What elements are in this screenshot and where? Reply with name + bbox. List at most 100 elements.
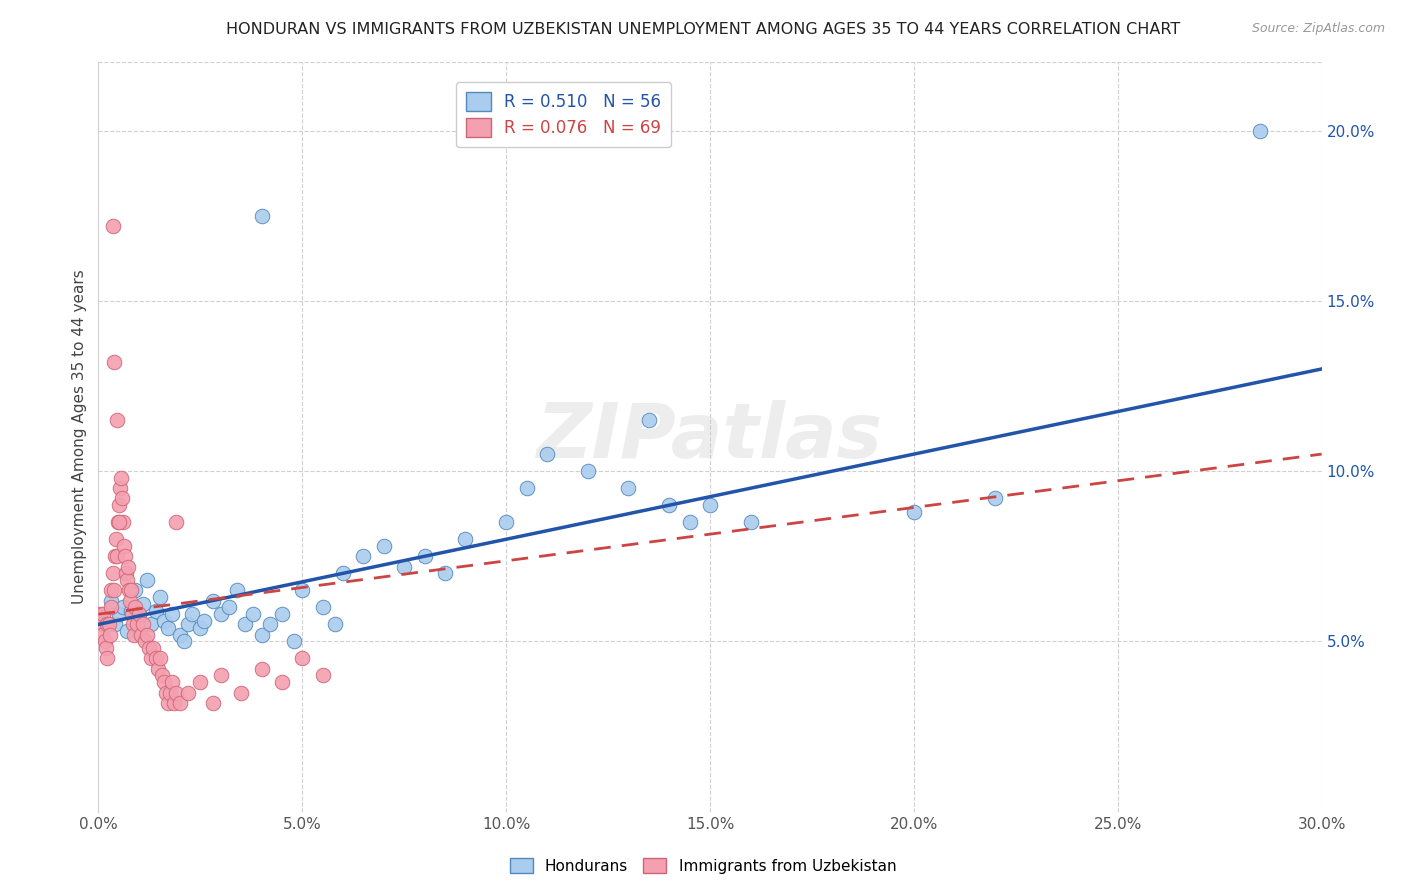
Point [226,583,249,598]
Point [101,566,124,581]
Point [97,617,120,632]
Point [163,696,186,710]
Point [699,498,721,512]
Point [156,621,179,635]
Point [115,624,138,639]
Point [103,583,125,598]
Point [495,515,517,529]
Point [152,614,174,628]
Point [120,604,142,618]
Point [89,607,111,622]
Point [145,651,167,665]
Point [177,617,200,632]
Point [173,634,195,648]
Point [146,662,169,676]
Point [209,607,232,622]
Point [101,219,124,233]
Point [128,607,150,622]
Point [201,696,224,710]
Y-axis label: Unemployment Among Ages 35 to 44 years: Unemployment Among Ages 35 to 44 years [72,269,87,605]
Point [169,627,191,641]
Point [188,621,212,635]
Point [617,481,640,495]
Point [120,593,142,607]
Point [108,607,131,622]
Point [129,627,152,641]
Point [177,685,200,699]
Point [110,471,132,485]
Point [100,583,122,598]
Point [105,413,128,427]
Point [91,627,114,641]
Point [165,685,187,699]
Point [100,593,122,607]
Point [250,627,273,641]
Point [117,559,139,574]
Point [312,668,335,682]
Point [136,573,159,587]
Point [259,617,281,632]
Point [132,597,155,611]
Point [1249,123,1271,137]
Point [93,634,115,648]
Point [98,627,121,641]
Text: ZIPatlas: ZIPatlas [537,401,883,474]
Point [141,617,163,632]
Point [332,566,354,581]
Point [150,668,173,682]
Point [127,617,149,632]
Point [373,539,395,553]
Point [111,600,134,615]
Point [352,549,374,564]
Point [108,515,131,529]
Point [270,675,294,690]
Point [124,627,146,641]
Point [112,539,135,553]
Point [132,617,155,632]
Point [433,566,456,581]
Point [155,685,177,699]
Point [103,355,125,369]
Point [169,696,191,710]
Point [104,549,127,564]
Point [138,641,160,656]
Point [111,515,134,529]
Point [136,627,159,641]
Point [121,607,143,622]
Point [149,651,172,665]
Point [96,651,118,665]
Point [576,464,599,478]
Point [679,515,702,529]
Point [516,481,538,495]
Point [291,651,314,665]
Point [536,447,558,461]
Point [142,641,165,656]
Point [188,675,212,690]
Point [128,607,150,622]
Point [107,515,129,529]
Point [454,533,477,547]
Point [209,668,232,682]
Point [392,559,416,574]
Legend: Hondurans, Immigrants from Uzbekistan: Hondurans, Immigrants from Uzbekistan [503,852,903,880]
Point [90,617,112,632]
Point [134,634,156,648]
Point [250,662,273,676]
Point [120,583,142,598]
Point [122,617,145,632]
Point [160,607,183,622]
Point [233,617,256,632]
Point [165,515,187,529]
Point [152,675,174,690]
Point [141,651,163,665]
Point [114,549,136,564]
Text: HONDURAN VS IMMIGRANTS FROM UZBEKISTAN UNEMPLOYMENT AMONG AGES 35 TO 44 YEARS CO: HONDURAN VS IMMIGRANTS FROM UZBEKISTAN U… [226,22,1180,37]
Point [156,696,179,710]
Point [149,590,172,604]
Point [181,607,204,622]
Point [115,566,138,581]
Point [100,600,122,615]
Point [323,617,346,632]
Text: Source: ZipAtlas.com: Source: ZipAtlas.com [1251,22,1385,36]
Point [270,607,294,622]
